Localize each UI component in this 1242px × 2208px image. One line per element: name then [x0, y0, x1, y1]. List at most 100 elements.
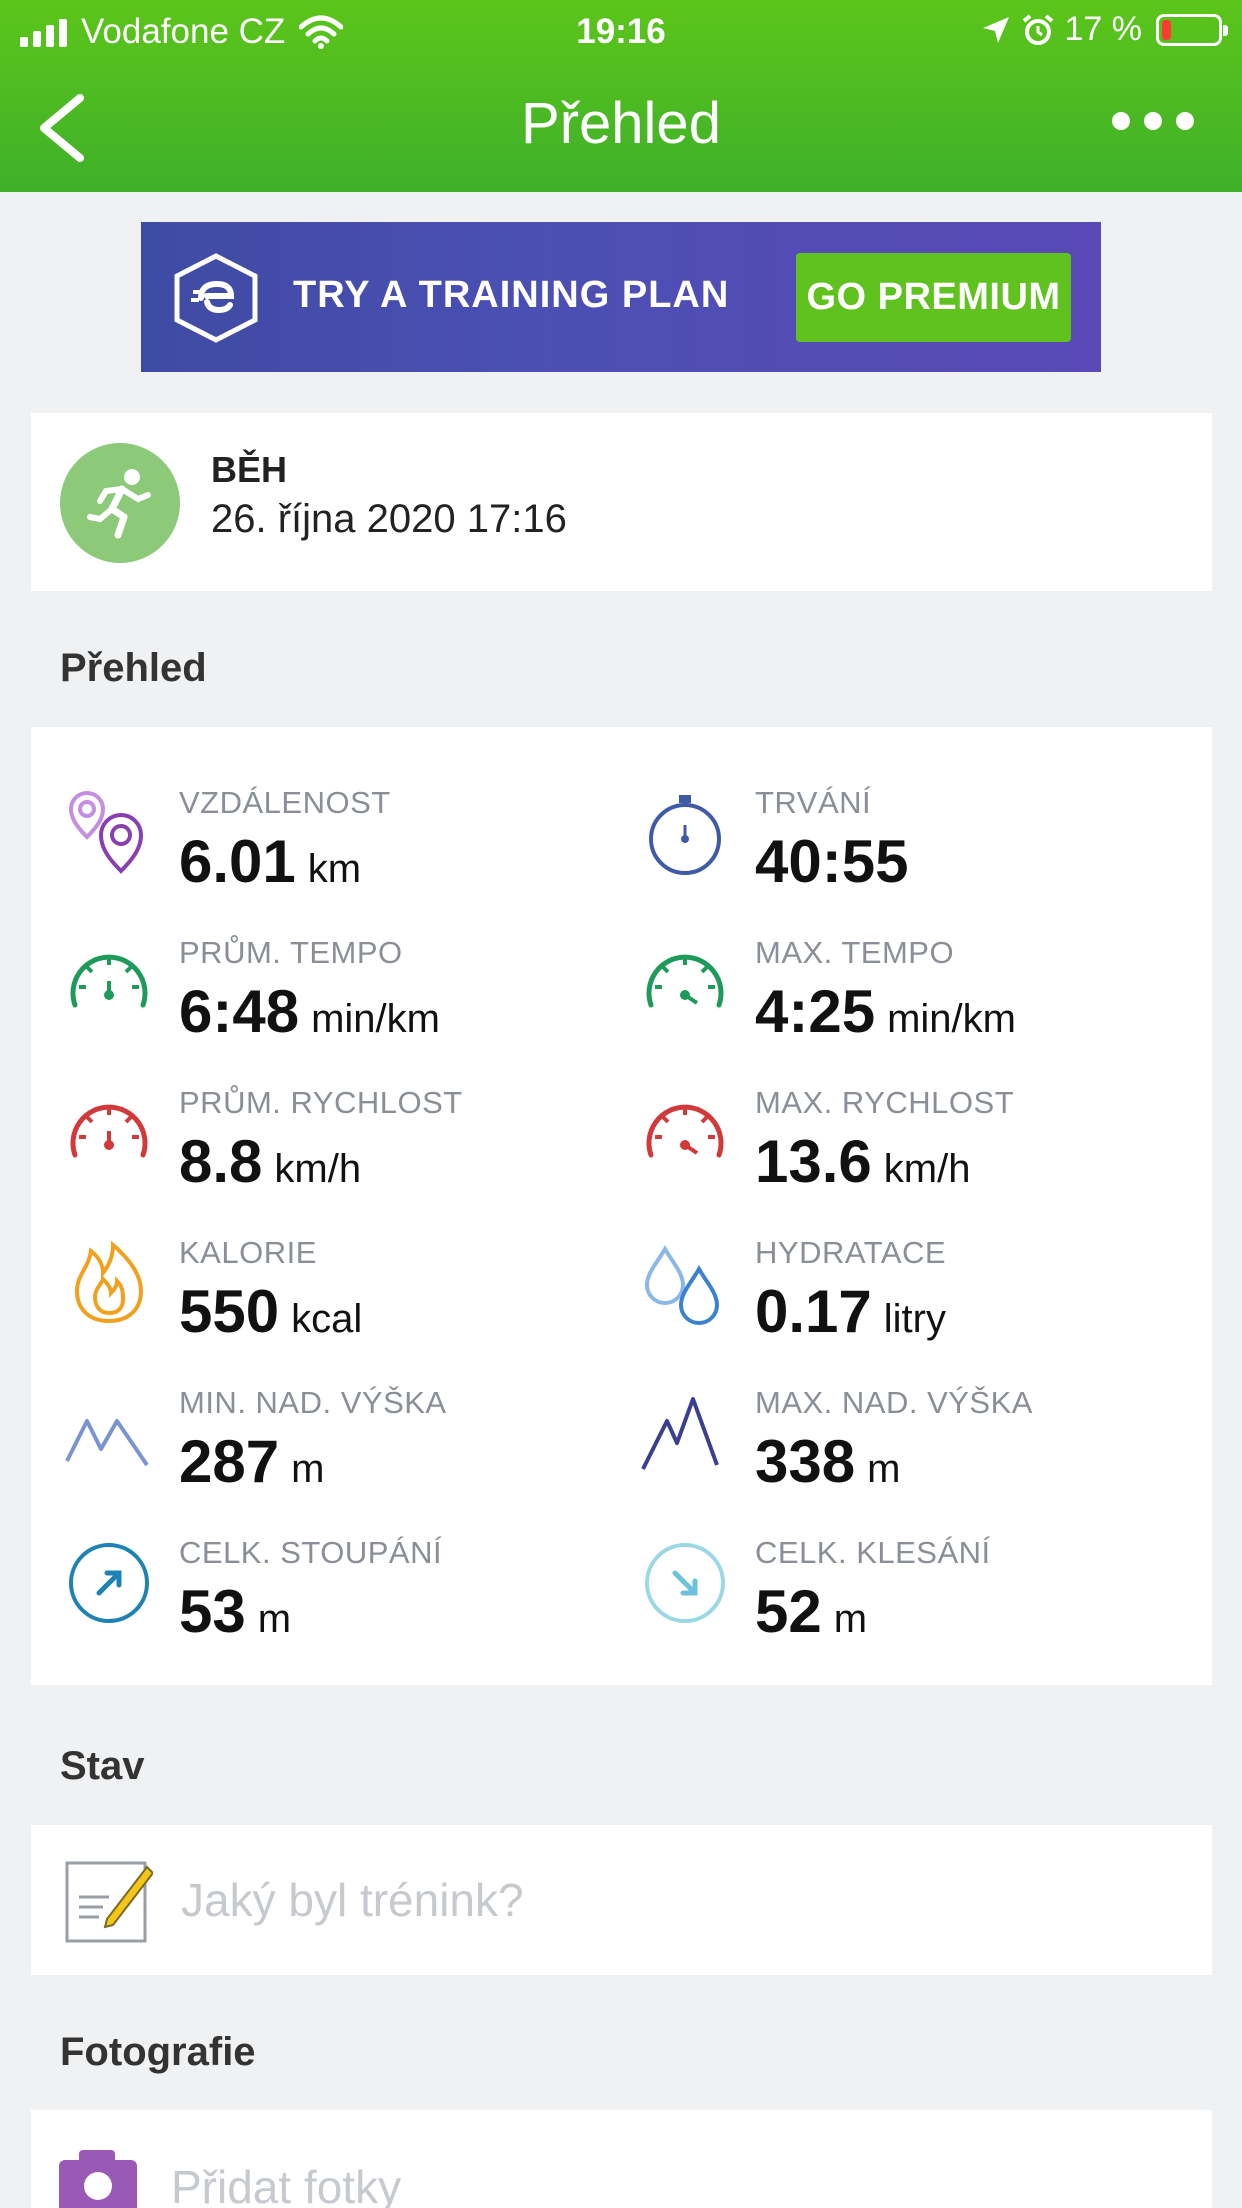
stat-unit: kcal: [291, 1297, 363, 1341]
speedometer-green-icon: [61, 935, 157, 1031]
stat-item: CELK. KLESÁNÍ 52 m: [637, 1535, 1197, 1665]
stat-value-row: 6:48 min/km: [179, 977, 440, 1046]
stat-value: 287: [179, 1428, 280, 1495]
nav-bar: Přehled: [0, 72, 1242, 182]
training-plan-banner[interactable]: TRY A TRAINING PLAN GO PREMIUM: [141, 222, 1101, 372]
page-title: Přehled: [521, 91, 721, 156]
carrier-name: Vodafone CZ: [81, 12, 286, 51]
stat-value: 40:55: [755, 828, 909, 895]
flame-icon: [61, 1235, 157, 1331]
stat-item: KALORIE 550 kcal: [61, 1235, 621, 1365]
stat-item: MIN. NAD. VÝŠKA 287 m: [61, 1385, 621, 1515]
stat-label: KALORIE: [179, 1235, 317, 1270]
note-pencil-icon: [65, 1861, 153, 1943]
stat-label: HYDRATACE: [755, 1235, 947, 1270]
stat-unit: km/h: [274, 1147, 362, 1191]
photos-section-title: Fotografie: [60, 2030, 256, 2074]
running-person-icon: [87, 469, 151, 539]
stat-item: VZDÁLENOST 6.01 km: [61, 785, 621, 915]
stat-value-row: 40:55: [755, 827, 920, 896]
stat-label: CELK. KLESÁNÍ: [755, 1535, 991, 1570]
more-dots-icon: [1112, 112, 1130, 130]
stats-card: VZDÁLENOST 6.01 km TRVÁNÍ 40:55 PRŮM. TEMPO 6:…: [31, 727, 1212, 1685]
training-note-input[interactable]: [181, 1865, 1161, 1935]
activity-icon-circle: [60, 443, 180, 563]
status-time: 19:16: [576, 12, 666, 51]
stat-item: PRŮM. RYCHLOST 8.8 km/h: [61, 1085, 621, 1215]
stat-value: 6:48: [179, 978, 300, 1045]
stat-value-row: 0.17 litry: [755, 1277, 946, 1346]
stat-value: 13.6: [755, 1128, 872, 1195]
stat-value: 4:25: [755, 978, 876, 1045]
stat-value-row: 53 m: [179, 1577, 291, 1646]
stat-item: PRŮM. TEMPO 6:48 min/km: [61, 935, 621, 1065]
stat-unit: min/km: [887, 997, 1016, 1041]
stat-value: 8.8: [179, 1128, 263, 1195]
stat-value: 53: [179, 1578, 246, 1645]
speedometer-green-max-icon: [637, 935, 733, 1031]
mountain-max-icon: [637, 1385, 733, 1481]
location-pins-icon: [61, 785, 157, 881]
stat-label: CELK. STOUPÁNÍ: [179, 1535, 443, 1570]
status-card: [31, 1825, 1212, 1975]
status-section-title: Stav: [60, 1744, 145, 1788]
stat-unit: m: [257, 1597, 292, 1641]
back-chevron-icon[interactable]: [28, 90, 98, 166]
stat-value-row: 52 m: [755, 1577, 867, 1646]
stat-value: 550: [179, 1278, 280, 1345]
stat-value: 6.01: [179, 828, 296, 895]
location-arrow-icon: [982, 16, 1009, 43]
stat-label: MAX. NAD. VÝŠKA: [755, 1385, 1033, 1420]
stat-label: PRŮM. RYCHLOST: [179, 1085, 463, 1120]
stat-value-row: 338 m: [755, 1427, 900, 1496]
stat-unit: m: [867, 1447, 901, 1491]
stat-unit: litry: [883, 1297, 946, 1341]
status-bar: Vodafone CZ 19:16 17 %: [0, 0, 1242, 62]
stat-label: MIN. NAD. VÝŠKA: [179, 1385, 447, 1420]
overview-section-title: Přehled: [60, 646, 207, 690]
stat-value-row: 287 m: [179, 1427, 324, 1496]
stat-unit: min/km: [311, 997, 440, 1041]
stat-label: TRVÁNÍ: [755, 785, 872, 820]
stat-value: 0.17: [755, 1278, 872, 1345]
battery-icon: [1156, 13, 1228, 46]
more-options-button[interactable]: [1112, 112, 1194, 130]
stat-value: 338: [755, 1428, 856, 1495]
stat-value: 52: [755, 1578, 822, 1645]
photo-card[interactable]: Přidat fotky: [31, 2110, 1212, 2208]
water-drops-icon: [637, 1235, 733, 1331]
mountain-min-icon: [61, 1385, 157, 1481]
stat-item: MAX. RYCHLOST 13.6 km/h: [637, 1085, 1197, 1215]
stat-item: MAX. NAD. VÝŠKA 338 m: [637, 1385, 1197, 1515]
speedometer-red-icon: [61, 1085, 157, 1181]
add-photos-label[interactable]: Přidat fotky: [171, 2161, 402, 2208]
stat-value-row: 13.6 km/h: [755, 1127, 970, 1196]
banner-text: TRY A TRAINING PLAN: [293, 274, 730, 316]
stat-label: PRŮM. TEMPO: [179, 935, 403, 970]
stat-unit: km/h: [883, 1147, 971, 1191]
activity-card: BĚH 26. října 2020 17:16: [31, 413, 1212, 591]
battery-percent: 17 %: [1064, 10, 1143, 48]
stat-item: MAX. TEMPO 4:25 min/km: [637, 935, 1197, 1065]
stat-item: TRVÁNÍ 40:55: [637, 785, 1197, 915]
stat-item: CELK. STOUPÁNÍ 53 m: [61, 1535, 621, 1665]
stat-value-row: 8.8 km/h: [179, 1127, 361, 1196]
stat-label: MAX. RYCHLOST: [755, 1085, 1015, 1120]
speedometer-red-max-icon: [637, 1085, 733, 1181]
stat-value-row: 550 kcal: [179, 1277, 362, 1346]
stopwatch-icon: [637, 785, 733, 881]
app-header: Vodafone CZ 19:16 17 %: [0, 0, 1242, 192]
stat-item: HYDRATACE 0.17 litry: [637, 1235, 1197, 1365]
activity-date: 26. října 2020 17:16: [211, 497, 567, 541]
stat-label: VZDÁLENOST: [179, 785, 391, 820]
camera-icon: [59, 2150, 137, 2208]
stat-unit: km: [307, 847, 362, 891]
activity-type: BĚH: [211, 449, 288, 490]
alarm-clock-icon: [1022, 13, 1053, 45]
endomondo-logo-icon: [174, 253, 258, 343]
wifi-icon: [299, 15, 344, 49]
stat-unit: m: [833, 1597, 868, 1641]
stat-unit: m: [291, 1447, 325, 1491]
stat-value-row: 4:25 min/km: [755, 977, 1016, 1046]
go-premium-button[interactable]: GO PREMIUM: [796, 253, 1071, 342]
